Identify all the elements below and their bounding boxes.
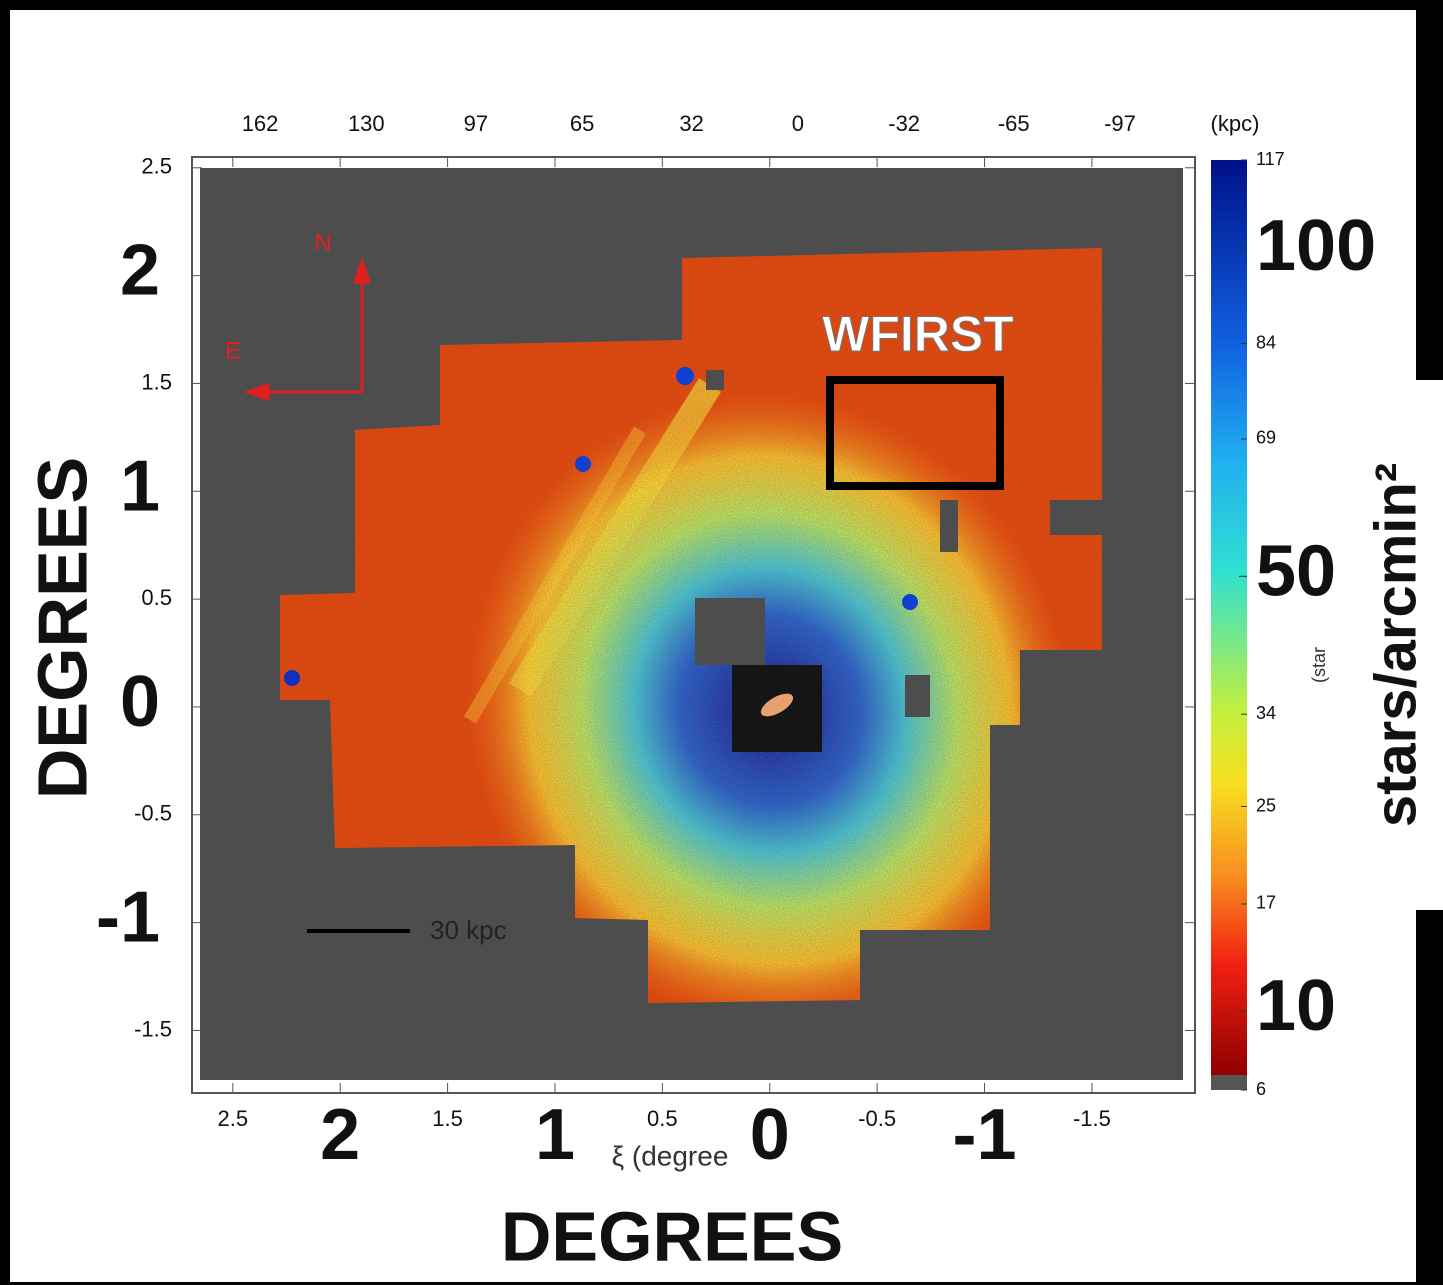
x2-tick-label: 162 <box>242 111 279 136</box>
colorbar-label: stars/arcmin² <box>1363 463 1428 827</box>
x-tick-label: 2.5 <box>218 1106 249 1131</box>
colorbar-major-label: 50 <box>1256 531 1336 611</box>
x2-tick-label: -32 <box>888 111 920 136</box>
panel-patch <box>1416 380 1443 910</box>
colorbar-sublabel: (star <box>1309 647 1329 683</box>
x2-tick-label: 97 <box>464 111 488 136</box>
y-tick-label: 1 <box>120 446 160 526</box>
x-tick-label: 1.5 <box>432 1106 463 1131</box>
x2-tick-label: 65 <box>570 111 594 136</box>
x2-tick-label: 130 <box>348 111 385 136</box>
x2-tick-label: -65 <box>998 111 1030 136</box>
y-tick-label: -0.5 <box>134 801 172 826</box>
colorbar-major-label: 10 <box>1256 966 1336 1046</box>
y-tick-label: 0 <box>120 662 160 742</box>
scale-bar-label: 30 kpc <box>430 915 507 945</box>
compass <box>243 257 372 402</box>
colorbar-major-label: 100 <box>1256 206 1376 286</box>
x-tick-label: -1 <box>953 1095 1017 1175</box>
x-tick-label: 1 <box>535 1095 575 1175</box>
colorbar-tick-label: 117 <box>1256 149 1285 169</box>
x-tick-label: 0 <box>750 1095 790 1175</box>
masks <box>284 367 958 752</box>
x-tick-label: -0.5 <box>858 1106 896 1131</box>
x-tick-label: -1.5 <box>1073 1106 1111 1131</box>
y-tick-label: 2 <box>120 231 160 311</box>
x-title: DEGREES <box>501 1197 843 1275</box>
colorbar <box>1211 160 1247 1075</box>
x2-label: (kpc) <box>1211 111 1260 136</box>
colorbar-tick-label: 84 <box>1256 332 1276 352</box>
y-tick-label: 0.5 <box>141 585 172 610</box>
colorbar-tick-label: 6 <box>1256 1079 1266 1099</box>
x-label: ξ (degree <box>612 1140 729 1171</box>
north-label: N <box>314 229 331 256</box>
y-tick-label: -1.5 <box>134 1016 172 1041</box>
y-title: DEGREES <box>23 457 101 799</box>
wfirst-label: WFIRST <box>822 306 1014 362</box>
y-tick-label: 2.5 <box>141 154 172 179</box>
x-tick-label: 0.5 <box>647 1106 678 1131</box>
colorbar-tick-label: 25 <box>1256 795 1276 815</box>
colorbar-tick-label: 34 <box>1256 703 1276 723</box>
east-label: E <box>225 337 241 364</box>
x2-tick-label: 32 <box>679 111 703 136</box>
x2-tick-label: 0 <box>792 111 804 136</box>
colorbar-floor <box>1211 1075 1247 1090</box>
y-tick-label: 1.5 <box>141 369 172 394</box>
colorbar-tick-label: 69 <box>1256 428 1276 448</box>
colorbar-tick-label: 17 <box>1256 893 1276 913</box>
x2-tick-label: -97 <box>1104 111 1136 136</box>
wfirst-box <box>826 376 1004 490</box>
x-tick-label: 2 <box>320 1095 360 1175</box>
axes-frame <box>191 156 1196 1094</box>
y-tick-label: -1 <box>96 878 160 958</box>
